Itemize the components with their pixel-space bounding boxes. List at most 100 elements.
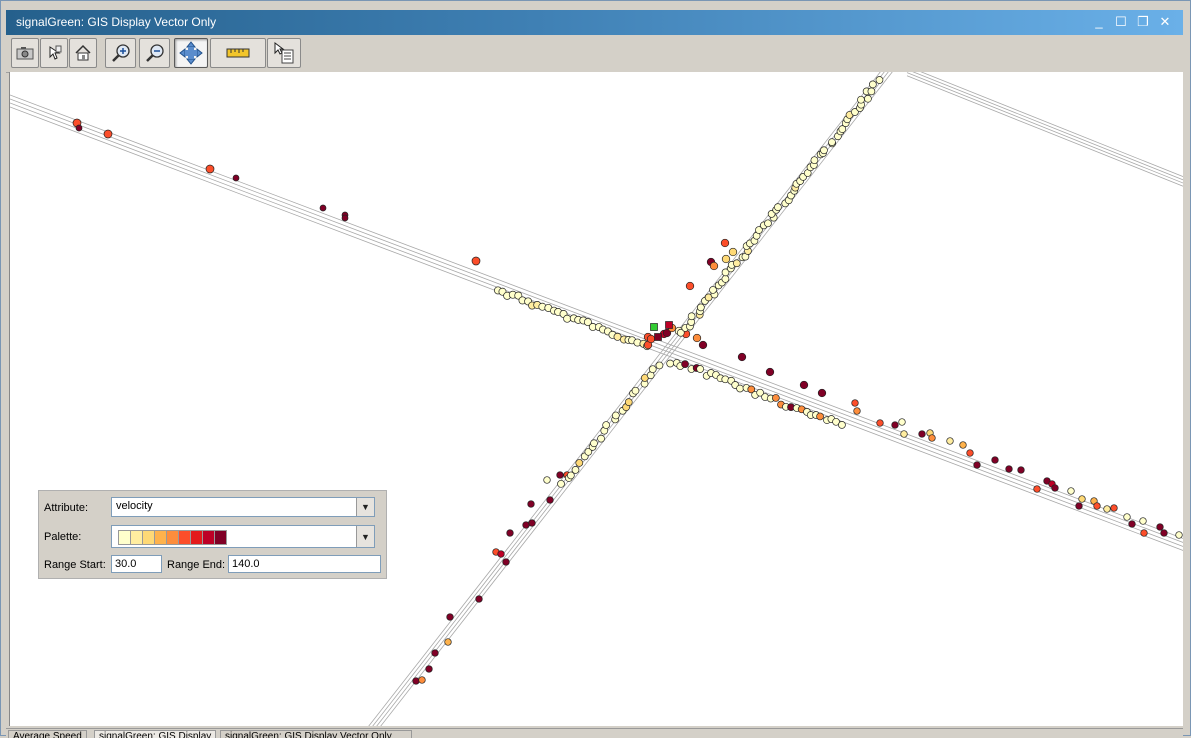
range-start-label: Range Start: [44, 559, 106, 571]
palette-swatch [214, 530, 227, 545]
velocity-point [655, 361, 664, 370]
velocity-point [1160, 529, 1168, 537]
toolbar [6, 35, 1183, 73]
velocity-points [72, 76, 1183, 685]
tab-average-speed[interactable]: Average Speed [8, 730, 87, 738]
road-line [906, 72, 1183, 184]
tab-gis-display[interactable]: signalGreen: GIS Display [94, 730, 217, 738]
ruler-icon [226, 48, 250, 58]
palette-select[interactable]: ▼ [111, 525, 375, 548]
velocity-point [583, 318, 592, 327]
velocity-point [590, 439, 598, 448]
velocity-point [497, 550, 505, 558]
velocity-point [869, 80, 877, 89]
camera-icon [16, 47, 34, 60]
chevron-down-icon[interactable]: ▼ [356, 526, 374, 547]
velocity-point [412, 677, 420, 685]
attribute-select[interactable]: velocity ▼ [111, 497, 375, 517]
velocity-point [817, 388, 827, 398]
velocity-point [624, 398, 633, 406]
velocity-point [774, 203, 782, 211]
velocity-point [891, 421, 899, 429]
velocity-point [1175, 531, 1183, 539]
velocity-point [816, 412, 824, 421]
velocity-point [698, 340, 708, 350]
snapshot-button[interactable] [11, 38, 39, 68]
close-button[interactable]: ✕ [1159, 14, 1171, 29]
velocity-point [737, 352, 747, 362]
velocity-point [431, 649, 439, 657]
velocity-point [681, 360, 689, 368]
map-canvas[interactable] [9, 72, 1183, 726]
map-vector-layer [10, 72, 1183, 726]
velocity-point [502, 558, 510, 566]
restore-button[interactable]: ❐ [1137, 14, 1149, 29]
velocity-point [810, 156, 819, 165]
title-bar[interactable]: signalGreen: GIS Display Vector Only _ ☐… [6, 10, 1183, 35]
velocity-point [728, 247, 738, 257]
velocity-point [506, 529, 514, 537]
velocity-point [444, 638, 452, 646]
pan-icon [179, 41, 203, 65]
velocity-point [876, 419, 884, 427]
signal-marker [650, 323, 658, 331]
velocity-point [1123, 513, 1131, 521]
velocity-point [820, 146, 828, 155]
velocity-point [528, 519, 536, 527]
velocity-point [1156, 523, 1164, 531]
select-button[interactable] [267, 38, 301, 68]
velocity-point [898, 418, 906, 426]
velocity-point [764, 219, 772, 228]
velocity-point [418, 676, 426, 684]
pan-button[interactable] [174, 38, 208, 68]
range-start-field[interactable]: 30.0 [111, 555, 162, 573]
velocity-point [709, 286, 717, 294]
signal-marker [665, 321, 673, 329]
velocity-point [676, 328, 685, 337]
minimize-button[interactable]: _ [1095, 14, 1103, 29]
velocity-point [966, 449, 974, 457]
measure-button[interactable] [210, 38, 266, 68]
palette-label: Palette: [44, 531, 82, 543]
maximize-button[interactable]: ☐ [1115, 14, 1127, 29]
velocity-point [875, 76, 884, 84]
velocity-point [666, 359, 675, 368]
velocity-point [720, 238, 730, 248]
velocity-point [756, 388, 764, 397]
velocity-point [527, 500, 535, 508]
velocity-point [771, 394, 780, 402]
info-button[interactable] [40, 38, 68, 68]
velocity-point [567, 471, 575, 480]
velocity-point [959, 441, 967, 449]
home-button[interactable] [69, 38, 97, 68]
velocity-point [557, 479, 565, 488]
road-line [906, 75, 1183, 187]
tab-gis-display-vector-only[interactable]: signalGreen: GIS Display Vector Only [220, 730, 412, 738]
velocity-point [851, 399, 859, 407]
velocity-point [799, 380, 809, 390]
zoom-out-icon [145, 44, 164, 62]
velocity-point [732, 259, 741, 268]
velocity-point [900, 430, 908, 438]
attribute-label: Attribute: [44, 502, 89, 514]
velocity-point [721, 268, 730, 277]
velocity-point [1033, 485, 1041, 493]
zoom-out-button[interactable] [139, 38, 170, 68]
velocity-point [1128, 520, 1136, 528]
velocity-point [543, 476, 551, 484]
range-end-field[interactable]: 140.0 [228, 555, 381, 573]
velocity-point [828, 138, 836, 147]
velocity-point [522, 521, 530, 529]
palette-swatches [118, 530, 227, 545]
velocity-point [571, 466, 580, 474]
velocity-point [1075, 502, 1083, 510]
velocity-point [747, 385, 756, 394]
velocity-point [631, 386, 640, 395]
road-line [920, 72, 1183, 178]
velocity-point [1103, 505, 1111, 513]
velocity-point [838, 421, 846, 429]
road-line [10, 94, 1183, 539]
chevron-down-icon[interactable]: ▼ [356, 498, 374, 516]
zoom-in-button[interactable] [105, 38, 136, 68]
velocity-point [648, 365, 657, 374]
